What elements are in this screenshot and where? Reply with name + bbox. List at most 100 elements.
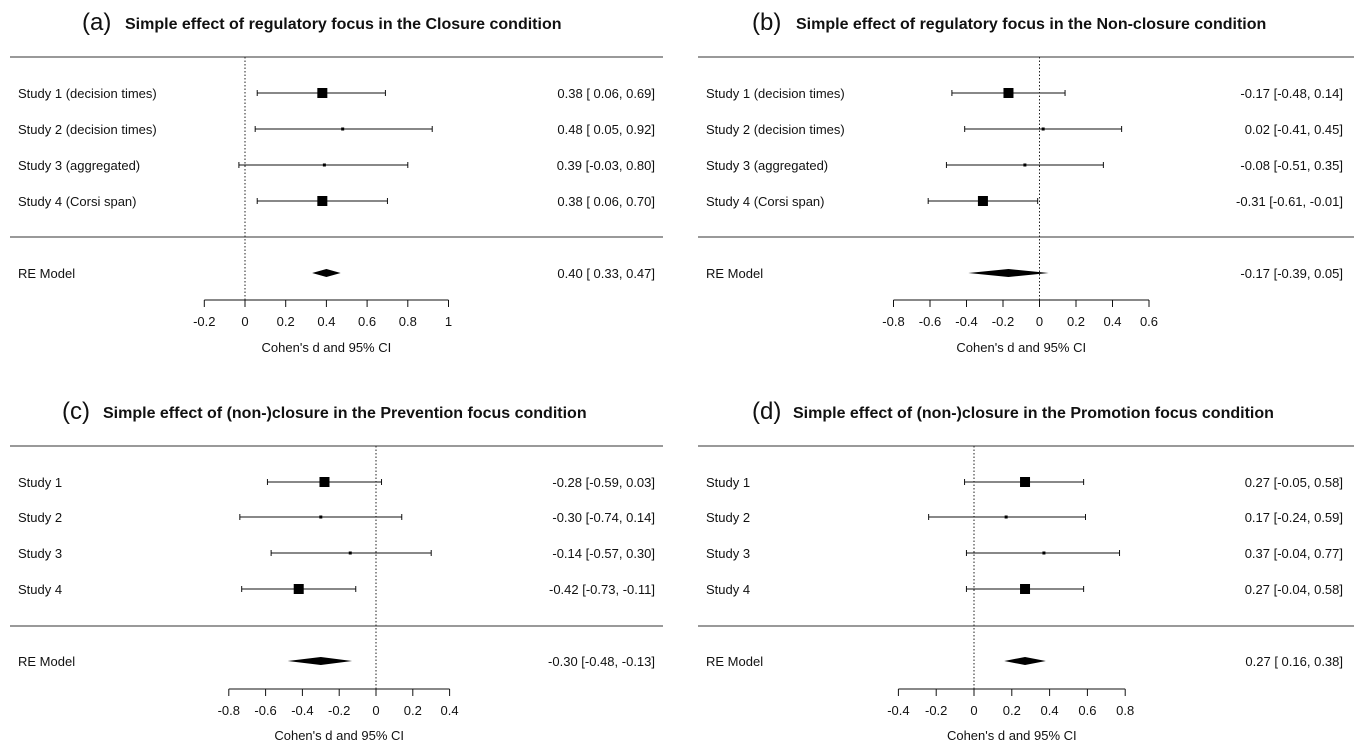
study-label: Study 4 [18, 582, 62, 597]
study-point [1023, 163, 1027, 167]
study-point [317, 196, 328, 206]
study-label: Study 3 (aggregated) [706, 158, 828, 173]
x-tick-label: 0.6 [358, 314, 376, 329]
panel-letter: (d) [752, 398, 781, 425]
study-label: Study 3 (aggregated) [18, 158, 140, 173]
x-tick-label: 0 [241, 314, 248, 329]
summary-label: RE Model [706, 266, 763, 281]
x-tick-label: 0.8 [1116, 703, 1134, 718]
study-estimate-text: 0.38 [ 0.06, 0.70] [557, 194, 655, 209]
summary-diamond [968, 269, 1049, 277]
study-label: Study 2 [706, 510, 750, 525]
x-tick-label: -0.2 [925, 703, 947, 718]
x-tick-label: 0.6 [1078, 703, 1096, 718]
study-point [317, 88, 328, 98]
study-label: Study 2 [18, 510, 62, 525]
study-estimate-text: 0.27 [-0.04, 0.58] [1245, 582, 1343, 597]
x-tick-label: 0.2 [277, 314, 295, 329]
x-tick-label: -0.2 [992, 314, 1014, 329]
study-estimate-text: -0.30 [-0.74, 0.14] [552, 510, 655, 525]
study-point [1042, 551, 1046, 555]
study-point [293, 584, 304, 594]
study-point [1041, 127, 1045, 131]
study-point [319, 515, 323, 519]
panel-title: Simple effect of regulatory focus in the… [796, 16, 1266, 33]
summary-label: RE Model [706, 654, 763, 669]
summary-estimate-text: 0.27 [ 0.16, 0.38] [1245, 654, 1343, 669]
study-label: Study 2 (decision times) [18, 122, 157, 137]
study-estimate-text: -0.08 [-0.51, 0.35] [1240, 158, 1343, 173]
x-tick-label: 0.6 [1140, 314, 1158, 329]
summary-diamond [312, 269, 341, 277]
summary-diamond [1004, 657, 1046, 665]
x-tick-label: -0.8 [218, 703, 240, 718]
study-point [322, 163, 326, 167]
x-tick-label: -0.2 [328, 703, 350, 718]
summary-label: RE Model [18, 266, 75, 281]
study-estimate-text: 0.37 [-0.04, 0.77] [1245, 546, 1343, 561]
study-point [1004, 515, 1008, 519]
study-estimate-text: -0.31 [-0.61, -0.01] [1236, 194, 1343, 209]
study-label: Study 3 [706, 546, 750, 561]
study-estimate-text: -0.14 [-0.57, 0.30] [552, 546, 655, 561]
study-point [319, 477, 330, 487]
study-label: Study 2 (decision times) [706, 122, 845, 137]
summary-estimate-text: -0.17 [-0.39, 0.05] [1240, 266, 1343, 281]
study-label: Study 4 (Corsi span) [18, 194, 137, 209]
panel-letter: (c) [62, 398, 90, 425]
study-point [1003, 88, 1014, 98]
study-estimate-text: -0.28 [-0.59, 0.03] [552, 475, 655, 490]
x-tick-label: 0.8 [399, 314, 417, 329]
x-tick-label: -0.6 [254, 703, 276, 718]
study-point [341, 127, 345, 131]
x-tick-label: 0.4 [317, 314, 335, 329]
study-estimate-text: -0.42 [-0.73, -0.11] [549, 582, 655, 597]
x-tick-label: 0.4 [1041, 703, 1059, 718]
x-tick-label: 0.2 [404, 703, 422, 718]
x-tick-label: 0 [970, 703, 977, 718]
forest-panel-c: (c) Simple effect of (non-)closure in the… [10, 398, 663, 743]
panel-title: Simple effect of (non-)closure in the Pr… [103, 405, 587, 422]
summary-diamond [287, 657, 353, 665]
x-tick-label: 0.2 [1067, 314, 1085, 329]
study-estimate-text: -0.17 [-0.48, 0.14] [1240, 86, 1343, 101]
study-label: Study 1 (decision times) [706, 86, 845, 101]
x-axis-title: Cohen's d and 95% CI [262, 340, 392, 355]
study-label: Study 4 (Corsi span) [706, 194, 825, 209]
x-axis-title: Cohen's d and 95% CI [947, 728, 1077, 743]
forest-panel-a: (a) Simple effect of regulatory focus in … [10, 9, 663, 355]
study-point [348, 551, 352, 555]
x-tick-label: -0.6 [919, 314, 941, 329]
x-tick-label: 0.2 [1003, 703, 1021, 718]
study-estimate-text: 0.17 [-0.24, 0.59] [1245, 510, 1343, 525]
x-tick-label: -0.4 [291, 703, 313, 718]
panel-letter: (a) [82, 9, 111, 36]
x-tick-label: 0.4 [1103, 314, 1121, 329]
summary-estimate-text: 0.40 [ 0.33, 0.47] [557, 266, 655, 281]
study-estimate-text: 0.39 [-0.03, 0.80] [557, 158, 655, 173]
study-estimate-text: 0.02 [-0.41, 0.45] [1245, 122, 1343, 137]
study-point [1020, 477, 1031, 487]
panel-letter: (b) [752, 9, 781, 36]
study-estimate-text: 0.48 [ 0.05, 0.92] [557, 122, 655, 137]
x-tick-label: 0 [1036, 314, 1043, 329]
x-tick-label: -0.4 [955, 314, 977, 329]
x-tick-label: -0.8 [882, 314, 904, 329]
study-label: Study 1 [18, 475, 62, 490]
forest-panel-d: (d) Simple effect of (non-)closure in the… [698, 398, 1354, 743]
x-tick-label: -0.2 [193, 314, 215, 329]
forest-panel-b: (b) Simple effect of regulatory focus in … [698, 9, 1354, 355]
x-tick-label: 0 [372, 703, 379, 718]
x-tick-label: 1 [445, 314, 452, 329]
study-estimate-text: 0.27 [-0.05, 0.58] [1245, 475, 1343, 490]
study-label: Study 1 [706, 475, 750, 490]
study-point [977, 196, 988, 206]
summary-label: RE Model [18, 654, 75, 669]
study-estimate-text: 0.38 [ 0.06, 0.69] [557, 86, 655, 101]
study-label: Study 1 (decision times) [18, 86, 157, 101]
x-axis-title: Cohen's d and 95% CI [274, 728, 404, 743]
summary-estimate-text: -0.30 [-0.48, -0.13] [548, 654, 655, 669]
study-label: Study 4 [706, 582, 750, 597]
panel-title: Simple effect of regulatory focus in the… [125, 16, 562, 33]
